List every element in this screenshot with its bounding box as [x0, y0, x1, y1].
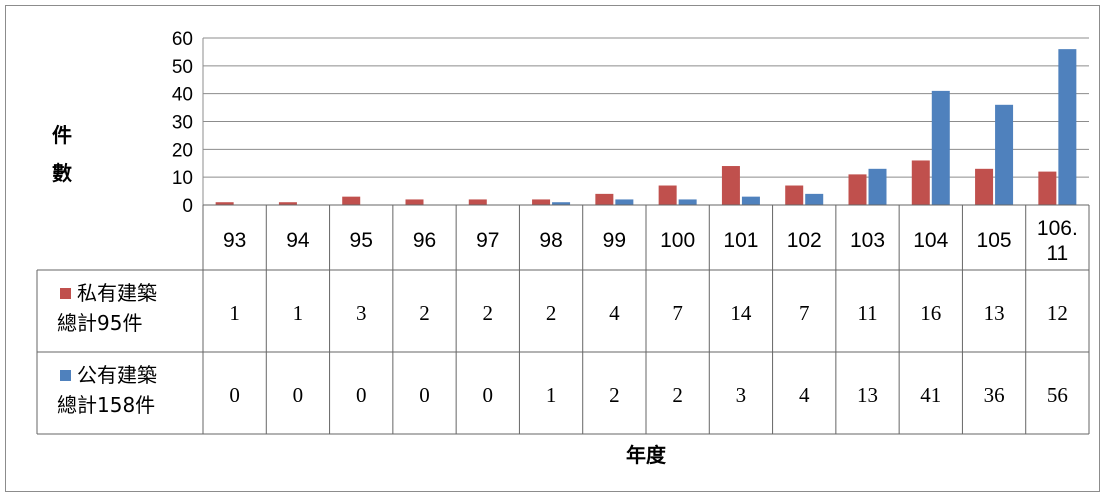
- category-label: 95: [350, 229, 373, 252]
- legend-label-line: 私有建築: [77, 281, 157, 305]
- table-value-private: 11: [857, 301, 877, 325]
- table-value-public: 13: [857, 383, 878, 407]
- bar-public: [868, 168, 887, 205]
- table-value-public: 36: [984, 383, 1005, 407]
- bar-private: [975, 168, 994, 205]
- table-value-public: 1: [546, 383, 557, 407]
- legend-label-line: 總計95件: [57, 311, 142, 335]
- bar-private: [721, 166, 740, 205]
- bar-public: [552, 202, 571, 205]
- bar-private: [468, 199, 487, 205]
- y-axis-title-char-2: 數: [52, 161, 72, 185]
- table-value-private: 1: [229, 301, 240, 325]
- table-value-private: 2: [483, 301, 494, 325]
- bar-private: [278, 202, 297, 205]
- table-value-public: 0: [483, 383, 494, 407]
- y-tick-label: 50: [172, 57, 193, 78]
- y-tick-label: 40: [172, 85, 193, 106]
- y-tick-label: 60: [172, 29, 193, 50]
- table-value-public: 56: [1047, 383, 1068, 407]
- category-label: 104: [913, 229, 948, 252]
- bar-private: [405, 199, 424, 205]
- category-label: 97: [476, 229, 499, 252]
- category-label: 101: [723, 229, 758, 252]
- table-value-private: 1: [293, 301, 304, 325]
- table-value-public: 0: [293, 383, 304, 407]
- table-value-public: 3: [736, 383, 747, 407]
- table-value-public: 41: [920, 383, 941, 407]
- x-axis-title: 年度: [626, 443, 667, 467]
- table-value-public: 0: [356, 383, 367, 407]
- category-label: 99: [603, 229, 626, 252]
- legend-key-private: [60, 288, 71, 299]
- table-value-public: 0: [419, 383, 430, 407]
- bar-private: [785, 185, 804, 205]
- bar-public: [741, 196, 760, 205]
- bar-public: [995, 104, 1014, 205]
- table-value-private: 14: [730, 301, 752, 325]
- table-value-private: 3: [356, 301, 367, 325]
- bar-public: [805, 193, 824, 205]
- y-tick-label: 10: [172, 168, 193, 189]
- bar-private: [848, 174, 867, 205]
- y-tick-label: 30: [172, 113, 193, 134]
- legend-label-line: 公有建築: [77, 363, 157, 387]
- category-label: 94: [286, 229, 310, 252]
- legend-key-public: [60, 370, 71, 381]
- table-value-public: 4: [799, 383, 810, 407]
- bar-public: [1058, 49, 1077, 206]
- bar-private: [658, 185, 677, 205]
- table-value-private: 4: [609, 301, 620, 325]
- chart-frame: [5, 5, 1100, 492]
- table-value-public: 2: [672, 383, 683, 407]
- table-value-public: 0: [229, 383, 240, 407]
- bar-private: [911, 160, 930, 205]
- y-tick-label: 0: [182, 196, 193, 217]
- table-value-public: 2: [609, 383, 620, 407]
- bar-public: [615, 199, 634, 205]
- category-label-line: 106.: [1037, 217, 1078, 240]
- category-label: 105: [977, 229, 1012, 252]
- table-value-private: 2: [546, 301, 557, 325]
- category-label: 96: [413, 229, 436, 252]
- table-value-private: 2: [419, 301, 430, 325]
- table-value-private: 12: [1047, 301, 1068, 325]
- bar-private: [215, 202, 234, 205]
- table-value-private: 13: [984, 301, 1005, 325]
- bar-private: [532, 199, 551, 205]
- legend-label-line: 總計158件: [57, 393, 155, 417]
- table-value-private: 16: [920, 301, 941, 325]
- category-label: 98: [539, 229, 562, 252]
- y-tick-label: 20: [172, 140, 193, 161]
- bar-private: [595, 193, 614, 205]
- bar-private: [1038, 171, 1057, 205]
- bar-private: [342, 196, 361, 205]
- bar-public: [931, 90, 950, 205]
- category-label-line: 11: [1046, 242, 1068, 265]
- category-label: 93: [223, 229, 246, 252]
- table-value-private: 7: [799, 301, 810, 325]
- y-axis-title-char-1: 件: [52, 123, 72, 147]
- table-value-private: 7: [672, 301, 683, 325]
- bar-public: [678, 199, 697, 205]
- category-label: 103: [850, 229, 885, 252]
- category-label: 100: [660, 229, 695, 252]
- category-label: 102: [787, 229, 822, 252]
